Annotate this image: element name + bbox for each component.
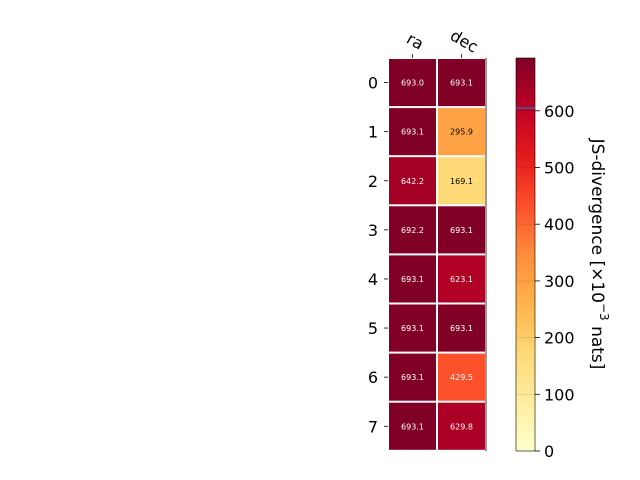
heatmap-cell-value: 295.9 (450, 128, 473, 137)
heatmap-cell (389, 157, 436, 205)
heatmap-cell (389, 59, 436, 107)
heatmap-cell (389, 304, 436, 352)
heatmap-cell-value: 693.0 (401, 79, 424, 88)
heatmap-cell (389, 255, 436, 303)
colorbar-tick-label: 600 (544, 102, 575, 121)
row-label: 2 (368, 172, 378, 191)
heatmap-cell-value: 429.5 (450, 373, 473, 382)
heatmap-grid: 693.0 693.1 693.1 295.9 642.2 169.1 692.2 693.1… (389, 59, 485, 450)
row-label: 7 (368, 417, 378, 436)
column-labels: ra dec (403, 26, 481, 58)
heatmap-cell-value: 692.2 (401, 226, 424, 235)
colorbar-gradient-bar (515, 57, 536, 452)
heatmap-cell-value: 693.1 (450, 324, 473, 333)
heatmap-cell (438, 157, 485, 205)
colorbar-ticks: 0 100 200 300 400 500 600 (516, 102, 575, 461)
heatmap-cell-value: 693.1 (450, 79, 473, 88)
colorbar-axis-label: JS-divergence [×10−3 nats] (587, 138, 611, 370)
heatmap-cell (438, 353, 485, 401)
column-label: dec (447, 26, 481, 57)
heatmap-cell-value: 623.1 (450, 275, 473, 284)
heatmap-cell (389, 402, 436, 450)
row-label: 6 (368, 368, 378, 387)
heatmap-cell (389, 206, 436, 254)
row-label: 4 (368, 270, 378, 289)
row-label: 5 (368, 319, 378, 338)
heatmap-cell-value: 693.1 (450, 226, 473, 235)
heatmap-cell (438, 255, 485, 303)
row-label: 3 (368, 221, 378, 240)
colorbar-tick-label: 200 (544, 329, 575, 348)
heatmap-cell (438, 59, 485, 107)
heatmap-cell-value: 693.1 (401, 373, 424, 382)
colorbar-tick-label: 300 (544, 272, 575, 291)
heatmap-cell (438, 304, 485, 352)
row-label: 1 (368, 123, 378, 142)
colorbar-label-exponent: −3 (597, 303, 611, 321)
row-label: 0 (368, 74, 378, 93)
heatmap-cell (389, 353, 436, 401)
colorbar-tick-label: 400 (544, 215, 575, 234)
heatmap-cell (438, 206, 485, 254)
colorbar-label-main: JS-divergence [×10 (587, 138, 607, 303)
colorbar-tick-label: 0 (544, 442, 554, 461)
heatmap-cell-value: 642.2 (401, 177, 424, 186)
heatmap-cell (389, 108, 436, 156)
colorbar: 0 100 200 300 400 500 600 JS-divergence [×10−3… (515, 57, 611, 461)
heatmap-cell-value: 693.1 (401, 422, 424, 431)
heatmap-cell-value: 629.8 (450, 422, 473, 431)
row-labels: 0 1 2 3 4 5 6 7 (368, 74, 388, 436)
heatmap-cell (438, 402, 485, 450)
colorbar-tick-label: 500 (544, 158, 575, 177)
heatmap-cell-value: 693.1 (401, 128, 424, 137)
column-label: ra (403, 29, 427, 54)
colorbar-tick-label: 100 (544, 385, 575, 404)
colorbar-label-unit: nats] (587, 321, 607, 370)
heatmap-cell-value: 169.1 (450, 177, 473, 186)
heatmap-cell-value: 693.1 (401, 275, 424, 284)
heatmap-cell-value: 693.1 (401, 324, 424, 333)
heatmap-cell (438, 108, 485, 156)
